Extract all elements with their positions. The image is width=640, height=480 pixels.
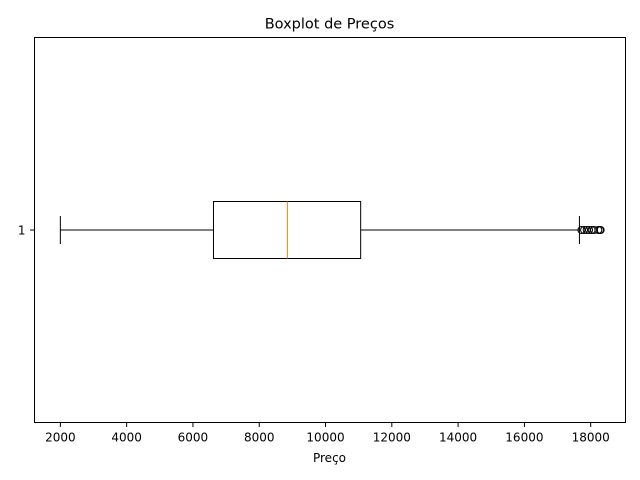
x-tick-label: 14000 <box>439 431 477 445</box>
x-tick-label: 8000 <box>244 431 275 445</box>
y-tick-label: 1 <box>18 224 26 238</box>
plot-area <box>59 201 605 259</box>
outlier-point <box>585 226 594 234</box>
x-tick-label: 2000 <box>45 431 76 445</box>
x-tick-label: 12000 <box>373 431 411 445</box>
x-tick-label: 4000 <box>111 431 142 445</box>
outlier-point <box>580 226 589 234</box>
x-tick-label: 6000 <box>178 431 209 445</box>
outlier-point <box>596 226 605 234</box>
outlier-point <box>577 226 586 234</box>
axes: 2000 4000 6000 8000 10000 12000 14000 16000 1800… <box>18 224 610 445</box>
x-tick-label: 18000 <box>572 431 610 445</box>
x-tick-label: 10000 <box>306 431 344 445</box>
chart-title: Boxplot de Preços <box>265 17 395 33</box>
x-tick-label: 16000 <box>505 431 543 445</box>
x-axis-label: Preço <box>313 451 346 465</box>
